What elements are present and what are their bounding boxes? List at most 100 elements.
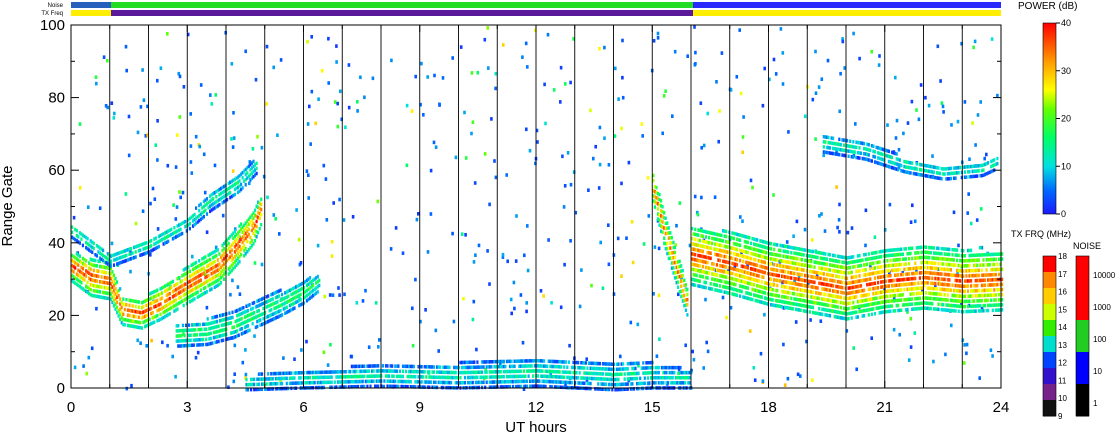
echo-band-cell xyxy=(762,275,765,279)
echo-band-cell xyxy=(456,381,459,385)
echo-speckle xyxy=(464,156,468,160)
echo-band-cell xyxy=(256,319,259,324)
echo-band-cell xyxy=(797,252,801,256)
echo-band-cell xyxy=(643,381,646,385)
echo-band-cell xyxy=(259,377,262,381)
echo-band-cell xyxy=(232,262,235,266)
echo-band-cell xyxy=(194,333,197,337)
echo-band-cell xyxy=(196,290,199,294)
echo-band-cell xyxy=(698,274,701,278)
echo-band-cell xyxy=(900,308,903,312)
echo-speckle xyxy=(326,363,330,367)
echo-band-cell xyxy=(215,195,218,199)
echo-band-cell xyxy=(810,249,813,254)
echo-speckle xyxy=(892,327,896,332)
echo-band-cell xyxy=(756,263,759,268)
echo-band-cell xyxy=(248,303,251,307)
echo-band-cell xyxy=(308,286,312,290)
echo-band-cell xyxy=(370,379,374,383)
echo-band-cell xyxy=(125,318,128,322)
echo-band-cell xyxy=(869,302,872,307)
echo-band-cell xyxy=(706,250,709,255)
echo-band-cell xyxy=(547,379,550,384)
echo-band-cell xyxy=(504,369,507,374)
echo-band-cell xyxy=(131,299,134,303)
echo-band-cell xyxy=(740,254,743,258)
echo-band-cell xyxy=(847,281,850,285)
echo-band-cell xyxy=(301,381,304,385)
echo-band-cell xyxy=(246,313,250,318)
echo-band-cell xyxy=(847,291,850,295)
echo-band-cell xyxy=(312,293,315,298)
echo-band-cell xyxy=(892,258,895,262)
echo-band-cell xyxy=(188,284,191,289)
echo-band-cell xyxy=(143,299,147,303)
echo-band-cell xyxy=(293,371,296,375)
echo-band-cell xyxy=(735,258,739,262)
echo-band-cell xyxy=(262,377,265,381)
echo-band-cell xyxy=(723,229,726,233)
echo-band-cell xyxy=(821,297,824,301)
echo-band-cell xyxy=(234,319,237,324)
echo-band-cell xyxy=(106,257,109,261)
echo-band-cell xyxy=(205,279,209,284)
echo-band-cell xyxy=(274,387,277,391)
echo-band-cell xyxy=(553,359,556,364)
echo-speckle xyxy=(620,126,623,131)
echo-band-cell xyxy=(746,235,749,240)
echo-band-cell xyxy=(202,291,205,296)
echo-band-cell xyxy=(629,361,632,366)
echo-band-cell xyxy=(852,290,855,295)
echo-band-cell xyxy=(722,239,725,243)
echo-band-cell xyxy=(739,289,742,293)
echo-band-cell xyxy=(743,265,746,269)
echo-band-cell xyxy=(198,269,201,273)
echo-speckle xyxy=(502,43,505,47)
echo-band-cell xyxy=(677,381,680,385)
echo-band-cell xyxy=(589,376,592,381)
echo-band-cell xyxy=(532,379,535,383)
echo-band-cell xyxy=(553,370,556,374)
echo-band-cell xyxy=(246,382,250,387)
echo-band-cell xyxy=(684,381,687,385)
echo-band-cell xyxy=(411,369,414,374)
echo-band-cell xyxy=(811,280,815,284)
echo-band-cell xyxy=(195,286,198,290)
echo-band-cell xyxy=(844,255,847,260)
echo-band-cell xyxy=(259,298,262,302)
echo-band-cell xyxy=(139,248,142,252)
echo-band-cell xyxy=(544,374,547,379)
echo-speckle xyxy=(410,109,414,113)
echo-band-cell xyxy=(849,255,852,260)
echo-band-cell xyxy=(250,171,253,175)
echo-band-cell xyxy=(206,317,209,321)
echo-band-cell xyxy=(193,261,196,266)
echo-band-cell xyxy=(804,309,807,313)
echo-band-cell xyxy=(75,282,78,287)
echo-band-cell xyxy=(215,254,218,258)
echo-band-cell xyxy=(658,218,661,222)
echo-speckle xyxy=(293,357,296,361)
echo-band-cell xyxy=(884,249,887,253)
echo-band-cell xyxy=(753,247,756,251)
echo-band-cell xyxy=(735,232,739,237)
echo-band-cell xyxy=(642,366,645,370)
echo-band-cell xyxy=(426,385,429,389)
echo-band-cell xyxy=(529,384,532,388)
echo-band-cell xyxy=(818,276,821,280)
echo-band-cell xyxy=(258,206,261,211)
echo-band-cell xyxy=(897,273,900,277)
echo-band-cell xyxy=(694,253,697,257)
echo-band-cell xyxy=(174,230,178,234)
echo-band-cell xyxy=(552,359,555,364)
echo-band-cell xyxy=(797,298,801,302)
echo-band-cell xyxy=(861,314,864,318)
echo-band-cell xyxy=(743,280,746,284)
echo-band-cell xyxy=(832,284,835,288)
echo-band-cell xyxy=(159,233,162,238)
echo-speckle xyxy=(149,253,152,257)
echo-band-cell xyxy=(198,332,202,337)
echo-band-cell xyxy=(555,359,558,364)
echo-band-cell xyxy=(838,259,841,264)
echo-band-cell xyxy=(660,199,663,203)
